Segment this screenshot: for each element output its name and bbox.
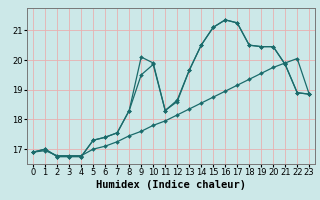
- X-axis label: Humidex (Indice chaleur): Humidex (Indice chaleur): [96, 180, 246, 190]
